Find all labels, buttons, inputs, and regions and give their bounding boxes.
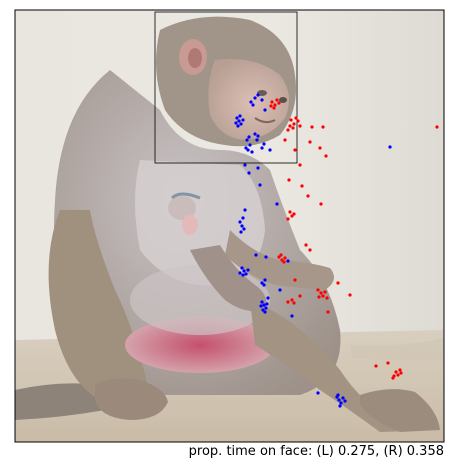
- right-gaze-points: [269, 98, 439, 380]
- face-roi-box: [154, 11, 298, 164]
- face-time-caption: prop. time on face: (L) 0.275, (R) 0.358: [188, 444, 444, 459]
- monkey-photo: [15, 10, 444, 442]
- axes-frame: [14, 9, 445, 443]
- left-gaze-points: [234, 93, 392, 408]
